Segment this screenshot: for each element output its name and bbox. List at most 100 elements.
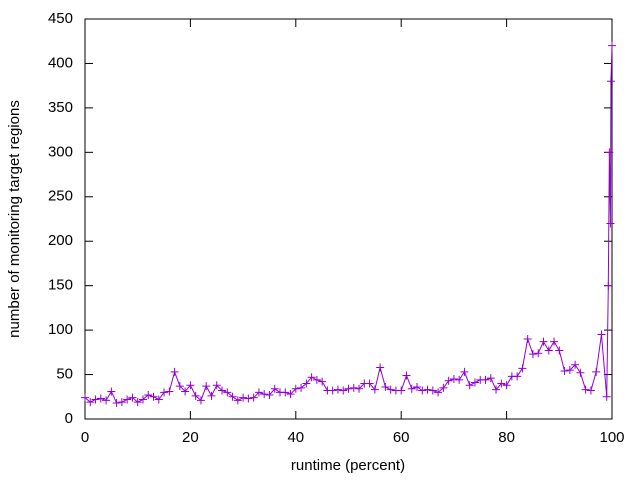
point-marker (344, 384, 353, 393)
point-marker (223, 388, 232, 397)
point-marker (254, 388, 263, 397)
plot-frame (84, 18, 613, 420)
point-marker (555, 346, 564, 355)
point-marker (428, 386, 437, 395)
point-marker (550, 337, 559, 346)
y-tick-label: 50 (56, 366, 73, 383)
point-marker (523, 335, 532, 343)
point-marker (539, 337, 548, 346)
y-tick-label: 100 (48, 321, 73, 338)
data-line (84, 45, 613, 404)
point-marker (444, 376, 453, 385)
point-marker (181, 387, 190, 396)
x-tick-label: 60 (393, 429, 410, 446)
point-marker (339, 386, 348, 395)
point-marker (571, 360, 580, 369)
point-marker (470, 378, 479, 387)
point-marker (397, 386, 406, 395)
point-marker (233, 396, 242, 405)
point-marker (481, 375, 490, 384)
point-marker (270, 384, 279, 393)
point-marker (291, 384, 300, 393)
point-marker (597, 330, 606, 339)
point-marker (112, 399, 121, 407)
point-marker (117, 398, 126, 407)
point-marker (207, 391, 216, 400)
point-marker (349, 383, 358, 392)
point-marker (581, 385, 590, 394)
point-marker (170, 367, 179, 376)
point-marker (439, 383, 448, 392)
point-marker (423, 385, 432, 394)
point-marker (123, 395, 132, 404)
point-marker (513, 372, 522, 381)
point-marker (370, 385, 379, 394)
point-marker (86, 398, 95, 407)
point-marker (307, 373, 316, 382)
point-marker (492, 385, 501, 394)
point-marker (434, 388, 443, 397)
point-marker (502, 381, 511, 390)
point-marker (376, 363, 385, 372)
point-marker (534, 349, 543, 358)
y-tick-label: 150 (48, 277, 73, 294)
y-tick-label: 400 (48, 54, 73, 71)
point-marker (592, 367, 601, 376)
point-marker (544, 346, 553, 355)
point-marker (260, 390, 269, 399)
point-marker (133, 398, 142, 407)
x-tick-label: 40 (287, 429, 304, 446)
point-marker (586, 386, 595, 395)
point-marker (191, 391, 200, 400)
point-marker (606, 219, 615, 228)
point-marker (196, 396, 205, 405)
point-marker (239, 393, 248, 402)
point-marker (102, 396, 111, 405)
point-marker (175, 382, 184, 391)
y-tick-label: 450 (48, 10, 73, 27)
point-marker (160, 388, 169, 397)
point-marker (460, 367, 469, 376)
point-marker (497, 379, 506, 388)
x-tick-label: 20 (182, 429, 199, 446)
point-marker (565, 366, 574, 375)
point-marker (418, 386, 427, 395)
point-marker (608, 41, 616, 50)
point-marker (286, 390, 295, 399)
y-tick-label: 250 (48, 188, 73, 205)
point-marker (518, 364, 527, 373)
point-marker (244, 394, 253, 403)
point-marker (91, 395, 100, 404)
point-marker (186, 381, 195, 390)
y-axis-label: number of monitoring target regions (6, 100, 23, 338)
y-tick-label: 300 (48, 143, 73, 160)
point-marker (486, 374, 495, 383)
x-tick-label: 100 (599, 429, 624, 446)
point-marker (465, 381, 474, 390)
point-marker (576, 368, 585, 377)
point-marker (604, 281, 613, 290)
point-marker (333, 385, 342, 394)
point-marker (212, 381, 221, 390)
point-marker (154, 395, 163, 404)
point-marker (386, 385, 395, 394)
point-marker (138, 395, 147, 404)
x-axis-label: runtime (percent) (291, 457, 405, 474)
point-marker (297, 383, 306, 392)
point-marker (602, 392, 611, 401)
y-tick-label: 0 (65, 410, 73, 427)
y-tick-label: 200 (48, 232, 73, 249)
point-marker (218, 386, 227, 395)
point-marker (128, 393, 137, 402)
point-marker (165, 387, 174, 396)
point-marker (605, 148, 614, 157)
point-marker (606, 77, 615, 86)
point-marker (149, 392, 158, 401)
point-marker (302, 379, 311, 388)
point-marker (381, 383, 390, 391)
point-marker (560, 367, 569, 375)
point-marker (318, 377, 327, 386)
point-marker (328, 386, 337, 395)
point-marker (365, 379, 374, 388)
